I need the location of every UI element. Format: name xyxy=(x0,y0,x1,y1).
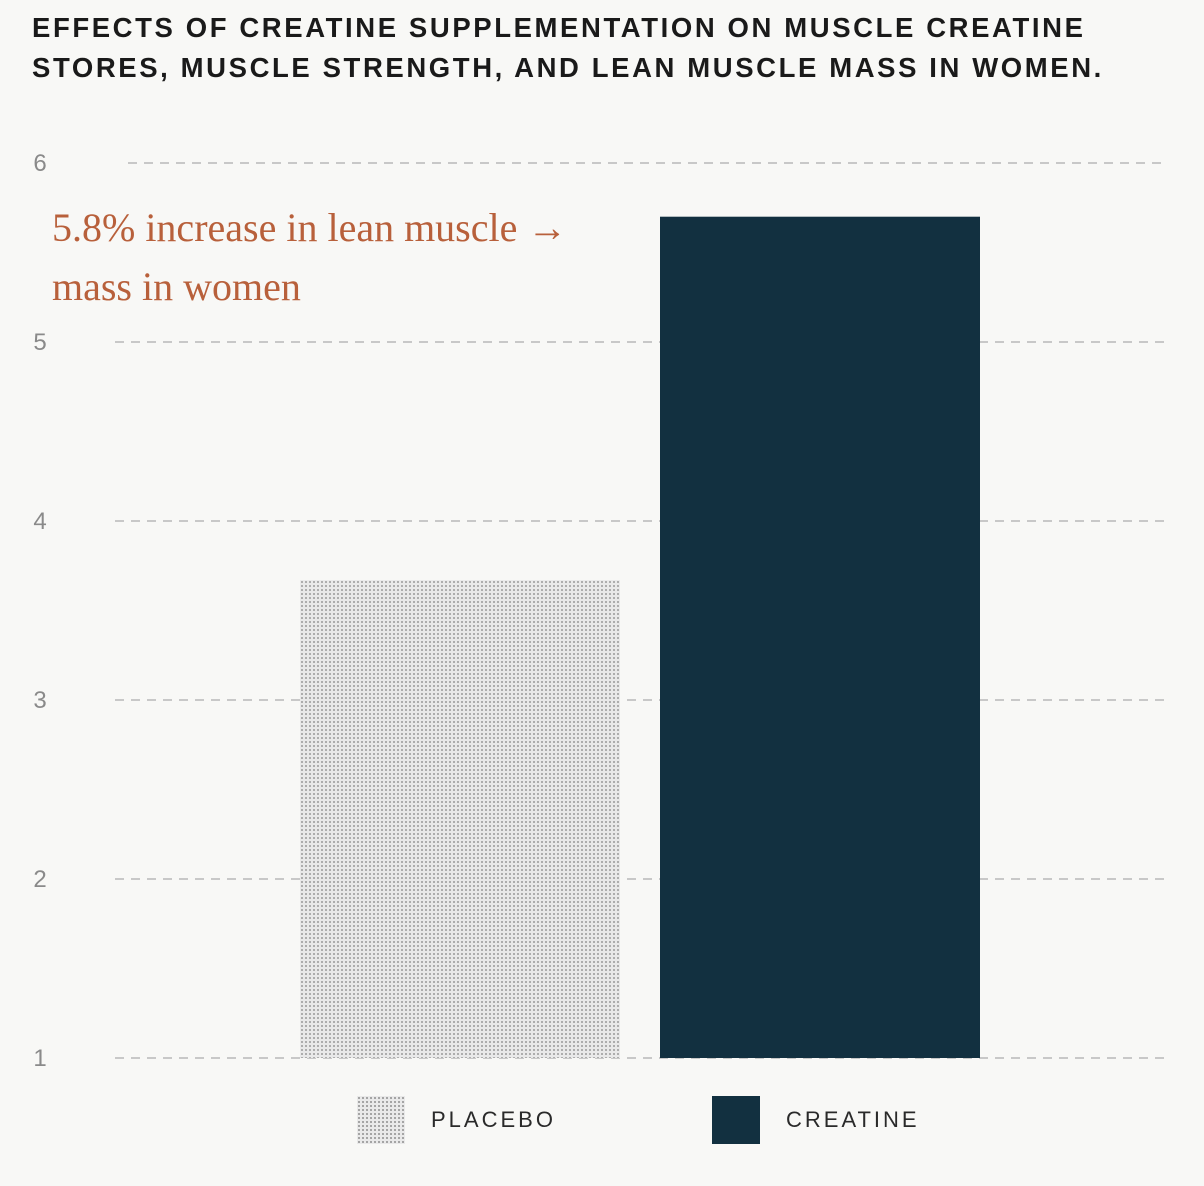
y-tick-label: 6 xyxy=(33,150,46,177)
gridlines xyxy=(115,162,1165,1059)
annotation-line-2: mass in women xyxy=(52,264,301,309)
chart-title: EFFECTS OF CREATINE SUPPLEMENTATION ON M… xyxy=(32,8,1182,88)
y-axis: 1 2 3 4 5 6 xyxy=(33,150,46,1072)
legend-swatch-creatine xyxy=(712,1096,760,1144)
chart-title-line-2: STORES, MUSCLE STRENGTH, AND LEAN MUSCLE… xyxy=(32,52,1104,83)
bar-placebo xyxy=(300,580,620,1058)
legend-swatch-placebo xyxy=(357,1096,405,1144)
y-tick-label: 2 xyxy=(33,866,46,893)
legend-label-creatine: CREATINE xyxy=(786,1107,920,1132)
y-tick-label: 1 xyxy=(33,1045,46,1072)
legend-label-placebo: PLACEBO xyxy=(431,1107,556,1132)
y-tick-label: 5 xyxy=(33,329,46,356)
bars xyxy=(300,216,980,1058)
chart-title-line-1: EFFECTS OF CREATINE SUPPLEMENTATION ON M… xyxy=(32,12,1086,43)
bar-chart: 1 2 3 4 5 6 5.8% increase in lean muscle → ma… xyxy=(33,150,1165,1072)
legend-item-placebo: PLACEBO xyxy=(357,1096,556,1144)
legend: PLACEBO CREATINE xyxy=(0,1096,1204,1144)
legend-item-creatine: CREATINE xyxy=(712,1096,920,1144)
y-tick-label: 4 xyxy=(33,508,46,535)
y-tick-label: 3 xyxy=(33,687,46,714)
bar-creatine xyxy=(660,216,980,1058)
annotation: 5.8% increase in lean muscle → mass in w… xyxy=(52,205,567,309)
annotation-line-1: 5.8% increase in lean muscle → xyxy=(52,205,567,250)
